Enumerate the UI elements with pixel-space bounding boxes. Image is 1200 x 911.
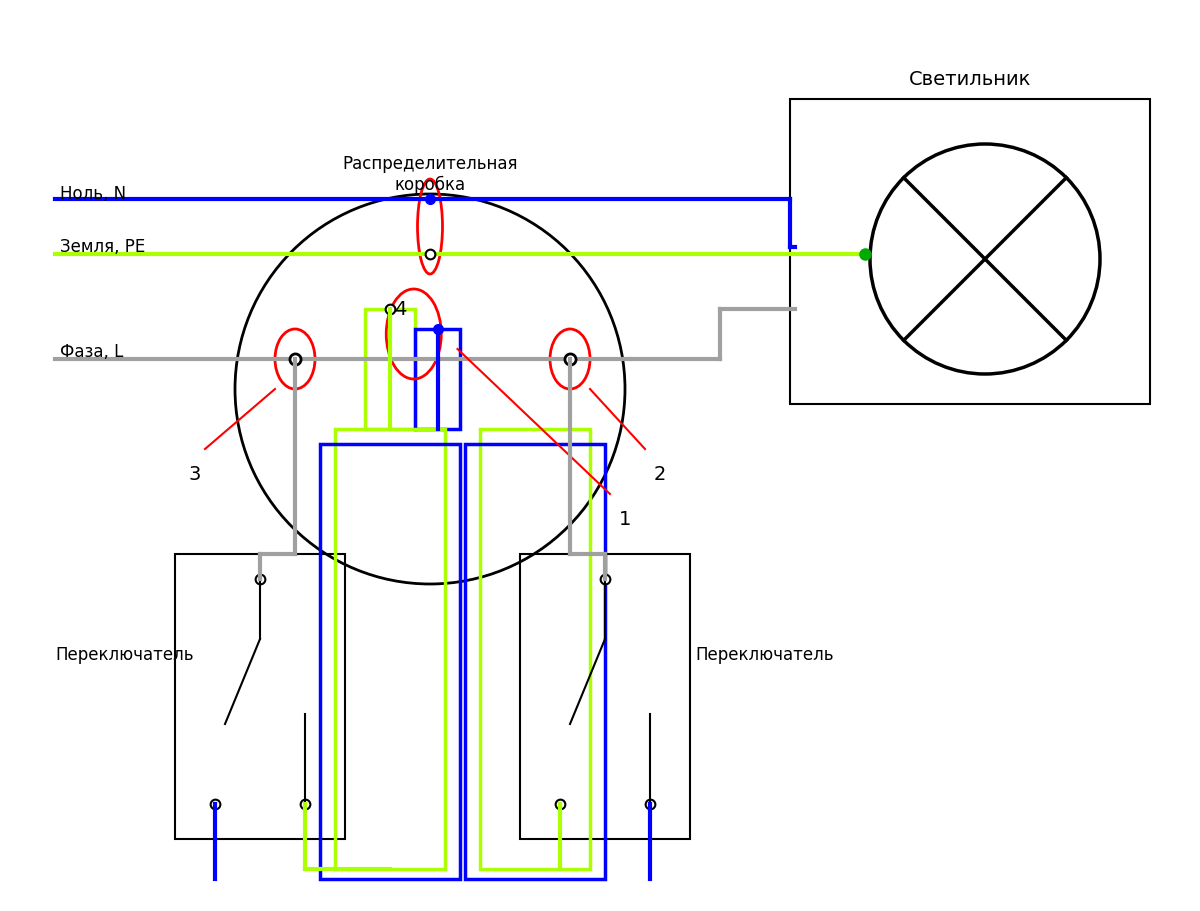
Text: 2: 2 <box>654 465 666 484</box>
Text: Фаза, L: Фаза, L <box>60 343 124 361</box>
Text: Переключатель: Переключатель <box>695 645 834 663</box>
Text: Ноль, N: Ноль, N <box>60 185 126 203</box>
Text: 1: 1 <box>619 509 631 528</box>
Text: Распределительная
коробка: Распределительная коробка <box>342 155 517 194</box>
Text: 3: 3 <box>188 465 202 484</box>
Text: Переключатель: Переключатель <box>55 645 193 663</box>
Text: Светильник: Светильник <box>908 70 1031 89</box>
Text: 4: 4 <box>394 300 406 319</box>
Text: Земля, PE: Земля, PE <box>60 238 145 256</box>
